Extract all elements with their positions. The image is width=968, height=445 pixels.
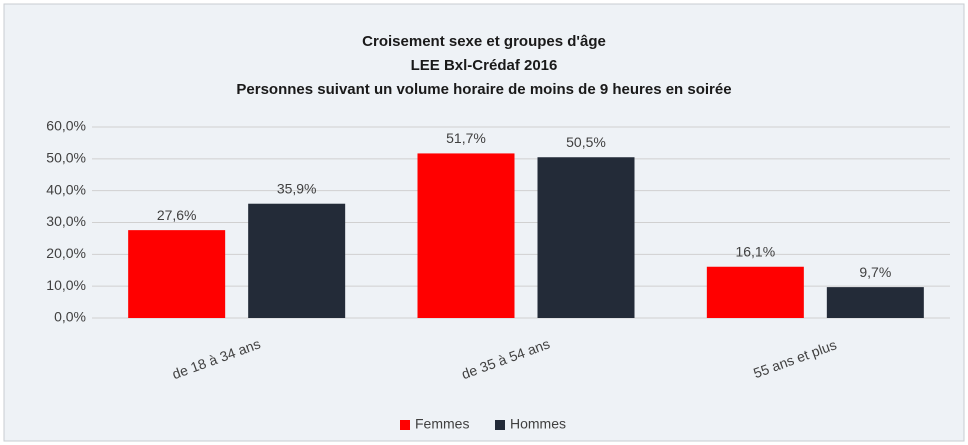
chart-subtitle: Personnes suivant un volume horaire de m… [236, 81, 731, 98]
data-label: 51,7% [446, 130, 486, 146]
y-tick-label: 60,0% [46, 118, 86, 134]
y-tick-label: 0,0% [54, 309, 86, 325]
data-label: 50,5% [566, 134, 606, 150]
bar [826, 287, 924, 318]
data-label: 9,7% [859, 264, 891, 280]
legend-label: Hommes [510, 416, 566, 432]
y-tick-label: 50,0% [46, 150, 86, 166]
y-tick-label: 30,0% [46, 213, 86, 229]
y-tick-label: 10,0% [46, 277, 86, 293]
data-label: 16,1% [735, 243, 775, 259]
bar [128, 230, 226, 318]
bar [706, 266, 804, 318]
chart-title: Croisement sexe et groupes d'âge [362, 33, 606, 50]
legend-label: Femmes [415, 416, 469, 432]
bar [417, 153, 515, 318]
legend-swatch [495, 420, 505, 430]
bar [537, 157, 635, 318]
data-label: 27,6% [157, 207, 197, 223]
y-tick-label: 20,0% [46, 245, 86, 261]
chart-subtitle: LEE Bxl-Crédaf 2016 [411, 57, 558, 74]
bar [248, 203, 346, 318]
y-tick-label: 40,0% [46, 181, 86, 197]
legend-swatch [400, 420, 410, 430]
data-label: 35,9% [277, 180, 317, 196]
